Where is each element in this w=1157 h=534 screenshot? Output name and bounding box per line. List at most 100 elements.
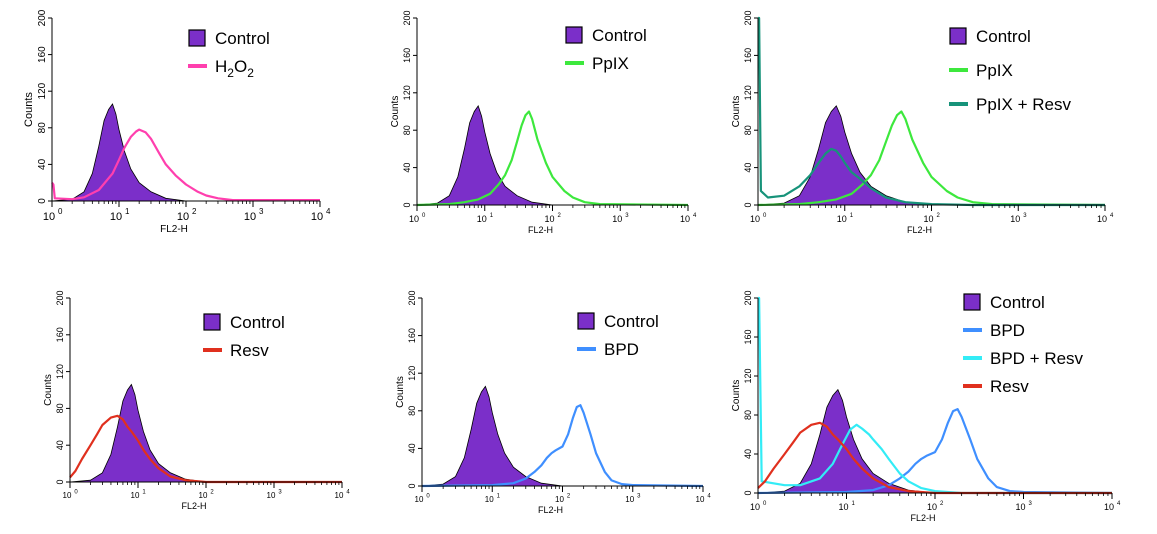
y-tick-label: 40 [37, 158, 48, 170]
x-tick-label: 10 [927, 502, 937, 512]
series-ppix-resv-line [758, 16, 1105, 207]
x-tick-label: 10 [311, 211, 323, 223]
series-ppix-line [757, 110, 1106, 207]
legend-entry-label: Control [230, 313, 285, 332]
legend: Control PpIX PpIX + Resv [949, 27, 1071, 114]
x-tick-exponent: 2 [557, 213, 561, 219]
series-bpd-line [757, 408, 1113, 495]
x-tick-label: 10 [43, 211, 55, 223]
x-tick-label: 10 [625, 495, 634, 504]
legend-entry-label: Control [592, 26, 647, 45]
x-tick-exponent: 0 [426, 494, 430, 500]
x-tick-label: 10 [612, 214, 622, 224]
x-tick-label: 10 [267, 491, 276, 500]
x-tick-exponent: 4 [346, 490, 350, 496]
x-tick-exponent: 3 [259, 207, 264, 216]
y-tick-label: 40 [743, 449, 753, 459]
legend-swatch-line [963, 356, 982, 360]
legend-entry-label: Control [604, 312, 659, 331]
x-tick-exponent: 4 [326, 207, 331, 216]
legend: Control BPD BPD + Resv Resv [963, 293, 1084, 396]
series-bpd-resv-line [758, 296, 1112, 495]
series-control-area [51, 103, 187, 202]
x-tick-exponent: 1 [851, 501, 855, 507]
y-axis-label: Counts [731, 380, 742, 412]
y-tick-label: 0 [37, 198, 48, 204]
legend-swatch-box [949, 27, 967, 45]
y-tick-label: 160 [743, 329, 753, 344]
legend-swatch-line [577, 347, 596, 351]
x-tick-label: 10 [750, 502, 760, 512]
x-tick-label: 10 [335, 491, 344, 500]
y-tick-label: 40 [402, 163, 412, 173]
x-tick-exponent: 1 [850, 213, 854, 219]
x-tick-exponent: 0 [763, 501, 767, 507]
x-tick-exponent: 4 [1110, 213, 1114, 219]
y-tick-label: 200 [743, 10, 753, 25]
legend-text: Control [990, 293, 1045, 312]
y-axis-label: Counts [43, 374, 54, 406]
x-tick-exponent: 4 [693, 213, 697, 219]
x-tick-exponent: 3 [637, 494, 641, 500]
legend: Control PpIX [565, 26, 647, 73]
legend-swatch-line [203, 348, 222, 352]
legend-text: H [215, 57, 227, 76]
x-tick-exponent: 0 [74, 490, 78, 496]
legend-entry-label: PpIX + Resv [976, 95, 1071, 114]
legend-swatch-box [188, 29, 206, 47]
y-tick-label: 0 [55, 479, 65, 484]
legend-swatch-line [963, 384, 982, 388]
x-tick-exponent: 2 [940, 501, 944, 507]
legend-text: BPD [604, 340, 639, 359]
x-tick-label: 10 [177, 211, 189, 223]
legend-text: Control [230, 313, 285, 332]
series-control-area [69, 383, 207, 483]
y-tick-label: 40 [407, 443, 417, 453]
x-tick-label: 10 [1097, 214, 1107, 224]
x-tick-exponent: 0 [422, 213, 426, 219]
y-axis-label: Counts [395, 376, 406, 408]
y-tick-label: 80 [743, 410, 753, 420]
x-tick-exponent: 3 [1023, 213, 1027, 219]
x-tick-exponent: 3 [625, 213, 629, 219]
y-tick-label: 200 [402, 10, 412, 25]
legend-text: Resv [230, 341, 269, 360]
x-tick-label: 10 [1015, 502, 1025, 512]
x-tick-label: 10 [415, 495, 424, 504]
legend-text: O [234, 57, 247, 76]
legend-text: PpIX + Resv [976, 95, 1071, 114]
series-ppix-line [416, 110, 689, 207]
x-tick-label: 10 [696, 495, 705, 504]
legend-text: PpIX [976, 61, 1013, 80]
y-tick-label: 120 [402, 85, 412, 100]
legend-swatch-box [203, 313, 221, 331]
x-tick-exponent: 2 [936, 213, 940, 219]
y-tick-label: 0 [402, 202, 412, 207]
x-tick-exponent: 0 [763, 213, 767, 219]
x-tick-exponent: 1 [490, 213, 494, 219]
legend-swatch-line [188, 64, 207, 68]
legend-entry-label: Resv [990, 377, 1029, 396]
y-tick-label: 0 [743, 490, 753, 495]
series-bpd-line [421, 404, 704, 488]
y-tick-label: 80 [55, 403, 65, 413]
series-control-area [421, 385, 563, 487]
series-control-area [757, 105, 932, 206]
legend-swatch-box [963, 293, 981, 311]
x-tick-exponent: 4 [707, 494, 711, 500]
x-tick-label: 10 [131, 491, 140, 500]
legend-text: Control [604, 312, 659, 331]
x-tick-label: 10 [923, 214, 933, 224]
x-tick-exponent: 3 [278, 490, 282, 496]
y-tick-label: 40 [743, 163, 753, 173]
x-axis-label: FL2-H [181, 501, 206, 511]
y-tick-label: 160 [743, 48, 753, 63]
x-tick-exponent: 2 [567, 494, 571, 500]
y-tick-label: 0 [407, 483, 417, 488]
x-tick-label: 10 [63, 491, 72, 500]
